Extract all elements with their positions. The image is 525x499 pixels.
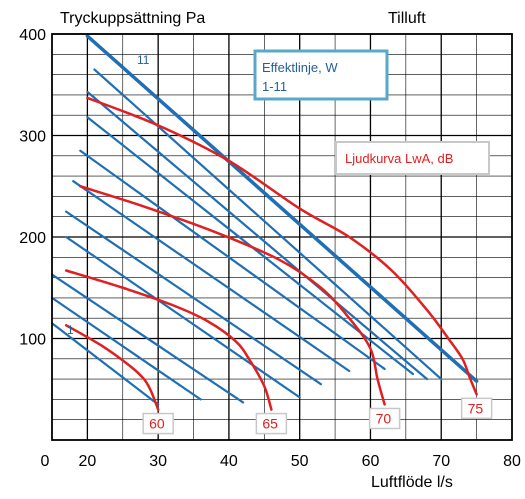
effect-line-6 bbox=[72, 180, 351, 373]
x-axis-label: Luftflöde l/s bbox=[371, 474, 453, 491]
x-tick-label: 50 bbox=[291, 453, 309, 470]
sound-curve-label-65: 65 bbox=[262, 416, 278, 432]
x-tick-label: 60 bbox=[362, 453, 380, 470]
legend-sound-curves: Ljudkurva LwA, dB bbox=[335, 141, 490, 175]
x-tick-label: 30 bbox=[149, 453, 167, 470]
legend-effect-title: Effektlinje, W bbox=[262, 60, 338, 75]
x-tick-label: 70 bbox=[432, 453, 450, 470]
sound-curve-70 bbox=[79, 185, 386, 406]
legend-effect-range: 1-11 bbox=[262, 79, 287, 94]
effect-line-4 bbox=[65, 235, 301, 399]
legend-sound-title: Ljudkurva LwA, dB bbox=[345, 151, 453, 166]
sound-curve-label-box-65 bbox=[255, 412, 288, 435]
effect-line-10 bbox=[93, 68, 443, 381]
chart-title: Tilluft bbox=[388, 10, 426, 27]
legend-effect-box bbox=[253, 49, 389, 101]
y-axis-label: Tryckuppsättning Pa bbox=[60, 10, 205, 27]
sound-curve-label-box-70 bbox=[368, 407, 401, 430]
effect-line-label-first: 1 bbox=[67, 323, 74, 337]
x-tick-label: 0 bbox=[41, 453, 50, 470]
x-tick-label: 40 bbox=[220, 453, 238, 470]
x-tick-label: 20 bbox=[78, 453, 96, 470]
sound-curve-75 bbox=[86, 96, 478, 396]
sound-curve-label-60: 60 bbox=[149, 416, 165, 432]
legend-sound-box bbox=[335, 141, 490, 175]
sound-curve-label-box-75 bbox=[460, 397, 493, 420]
sound-curve-65 bbox=[64, 269, 273, 411]
plot-frame bbox=[51, 33, 513, 441]
y-tick-label: 200 bbox=[19, 230, 46, 247]
sound-curve-label-75: 75 bbox=[468, 400, 484, 416]
effect-line-3 bbox=[50, 273, 245, 404]
effect-line-7 bbox=[79, 149, 386, 371]
effect-line-1 bbox=[50, 322, 160, 406]
effect-line-5 bbox=[65, 210, 323, 386]
y-tick-label: 300 bbox=[19, 129, 46, 146]
sound-curve-label-70: 70 bbox=[376, 410, 392, 426]
y-tick-label: 100 bbox=[19, 332, 46, 349]
plot-border bbox=[51, 33, 513, 441]
axis-ticks: 100 200 300 400 0 20 30 40 50 60 70 80 bbox=[19, 27, 521, 470]
sound-curve-labels: 60 65 70 75 bbox=[142, 397, 493, 435]
x-tick-label: 80 bbox=[503, 453, 521, 470]
sound-curve-60 bbox=[64, 324, 160, 411]
effect-line-9 bbox=[86, 90, 429, 381]
legend-effect-lines: Effektlinje, W 1-11 bbox=[253, 49, 389, 101]
y-tick-label: 400 bbox=[19, 27, 46, 44]
effect-line-label-last: 11 bbox=[137, 53, 150, 67]
effect-line-11 bbox=[85, 34, 479, 383]
series-group bbox=[50, 34, 479, 411]
sound-curve-label-box-60 bbox=[142, 412, 174, 435]
effect-line-2 bbox=[50, 296, 202, 401]
